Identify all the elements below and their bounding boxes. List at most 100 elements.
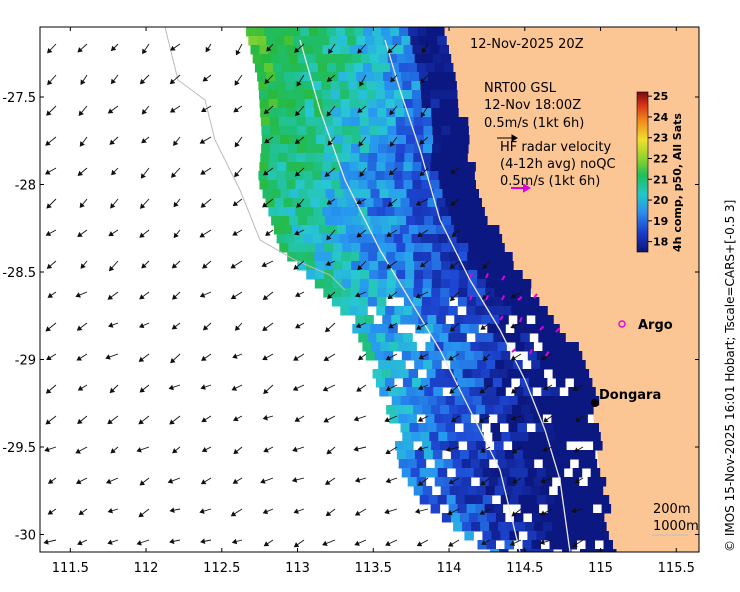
sst-pixel [520,333,530,343]
sst-pixel [449,405,459,415]
sst-pixel [368,252,378,262]
sst-pixel [350,153,360,163]
sst-pixel [418,315,428,325]
current-arrow-head [108,231,114,237]
current-arrow-head [200,538,206,544]
sst-pixel [287,252,297,262]
sst-pixel [567,513,578,523]
sst-pixel [569,342,579,352]
sst-pixel [421,162,431,172]
sst-pixel [398,63,409,73]
current-arrow-head [141,138,147,144]
current-arrow-head [540,354,547,361]
current-arrow-head [107,108,114,114]
sst-pixel [412,90,422,100]
sst-pixel [504,360,514,370]
sst-pixel [485,288,495,298]
sst-pixel [493,306,503,316]
sst-pixel [431,288,441,298]
sst-pixel [417,27,427,37]
current-arrow-head [357,107,363,113]
sst-pixel [360,270,370,280]
sst-pixel [407,414,417,424]
current-arrow-head [385,540,391,547]
sst-pixel [426,27,436,37]
sst-pixel [414,126,424,136]
sst-pixel [499,315,509,325]
sst-pixel [551,459,562,469]
sst-pixel [276,171,286,181]
current-arrow-head [451,417,457,423]
x-tick-label: 114.5 [506,561,543,576]
current-arrow-head [417,231,423,237]
sst-pixel [573,378,584,388]
current-arrow-head [419,170,425,177]
sst-pixel [354,27,364,37]
sst-pixel [547,333,557,343]
sst-pixel [410,72,420,82]
sst-pixel [328,198,338,208]
sst-pixel [572,468,583,478]
sst-pixel [341,252,351,262]
radar-arrow [501,275,506,281]
sst-pixel [449,486,460,496]
sst-pixel [398,342,408,352]
sst-pixel [607,549,617,552]
sst-pixel [482,531,492,541]
current-arrow-head [414,508,421,514]
sst-pixel [246,27,256,37]
sst-pixel [423,450,434,460]
sst-pixel [434,63,445,73]
sst-pixel [428,351,439,361]
current-arrow-head [359,81,365,87]
sst-pixel [514,324,524,334]
sst-pixel [392,72,402,82]
sst-pixel [320,36,330,46]
sst-pixel [324,126,334,136]
current-arrow-head [45,326,51,332]
sst-pixel [308,63,319,73]
sst-pixel [430,297,441,307]
x-tick-label: 114 [437,561,462,576]
sst-pixel [257,36,267,46]
sst-pixel [359,153,369,163]
sst-pixel [403,207,413,217]
sst-pixel [445,198,455,208]
sst-pixel [340,306,350,316]
sst-pixel [512,405,522,415]
current-arrow-head [542,446,548,452]
sst-pixel [521,486,532,496]
current-arrow-head [328,48,334,55]
current-arrow-head [199,292,206,298]
current-arrow-head [230,511,237,517]
sst-pixel [451,324,461,334]
sst-pixel [379,216,389,226]
sst-pixel [316,135,326,145]
sst-pixel [575,405,585,415]
sst-pixel [431,405,441,415]
sst-pixel [339,234,350,244]
sst-pixel [296,153,306,163]
current-arrow-head [45,388,52,394]
sst-pixel [553,396,564,406]
current-arrow-head [263,108,270,115]
sst-pixel [284,72,294,82]
current-arrow-head [354,292,361,298]
sst-pixel [419,72,429,82]
radar-arrow [485,295,489,301]
current-arrow-head [539,539,545,545]
sst-pixel [297,243,307,253]
sst-pixel [385,207,395,217]
sst-pixel [414,450,425,460]
current-arrow-head [107,294,114,300]
sst-pixel [341,153,351,163]
sst-pixel [268,90,278,100]
sst-pixel [476,288,486,298]
sst-pixel [390,27,400,37]
sst-pixel [524,477,535,487]
sst-pixel [346,198,356,208]
sst-pixel [465,234,476,244]
sst-pixel [388,135,398,145]
current-arrow-head [76,325,83,331]
